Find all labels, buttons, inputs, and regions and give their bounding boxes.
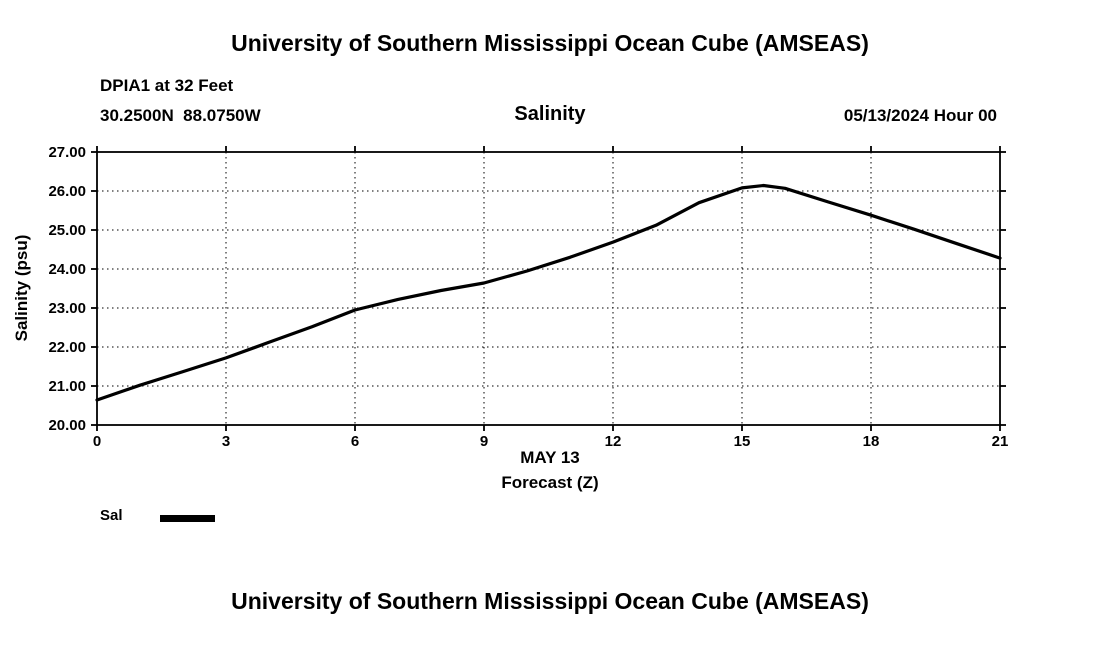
y-tick-label: 22.00 — [48, 339, 86, 356]
data-line-sal — [95, 183, 1002, 402]
x-tick-label: 9 — [480, 433, 488, 450]
x-axis-title: Forecast (Z) — [501, 473, 599, 492]
footer-title: University of Southern Mississippi Ocean… — [231, 588, 869, 614]
legend-line-swatch — [160, 515, 215, 522]
x-axis-date-label: MAY 13 — [520, 448, 580, 467]
y-tick-label: 27.00 — [48, 144, 86, 161]
page-title: University of Southern Mississippi Ocean… — [231, 30, 869, 56]
y-tick-label: 20.00 — [48, 417, 86, 434]
plot-frame — [96, 151, 1001, 426]
y-tick-label: 21.00 — [48, 378, 86, 395]
datetime-label: 05/13/2024 Hour 00 — [843, 106, 997, 125]
y-tick-label: 25.00 — [48, 222, 86, 239]
legend-label: Sal — [100, 507, 123, 524]
x-tick-label: 12 — [605, 433, 622, 450]
x-tick-label: 18 — [863, 433, 880, 450]
x-tick-label: 0 — [93, 433, 101, 450]
x-tick-label: 15 — [734, 433, 751, 450]
x-tick-label: 3 — [222, 433, 230, 450]
y-tick-label: 23.00 — [48, 300, 86, 317]
station-label: DPIA1 at 32 Feet — [100, 76, 234, 95]
y-axis-title: Salinity (psu) — [12, 234, 31, 342]
y-tick-label: 26.00 — [48, 183, 86, 200]
chart-title: Salinity — [514, 103, 586, 125]
x-tick-label: 21 — [992, 433, 1009, 450]
y-tick-label: 24.00 — [48, 261, 86, 278]
x-tick-label: 6 — [351, 433, 359, 450]
coordinates-label: 30.2500N 88.0750W — [100, 106, 261, 125]
